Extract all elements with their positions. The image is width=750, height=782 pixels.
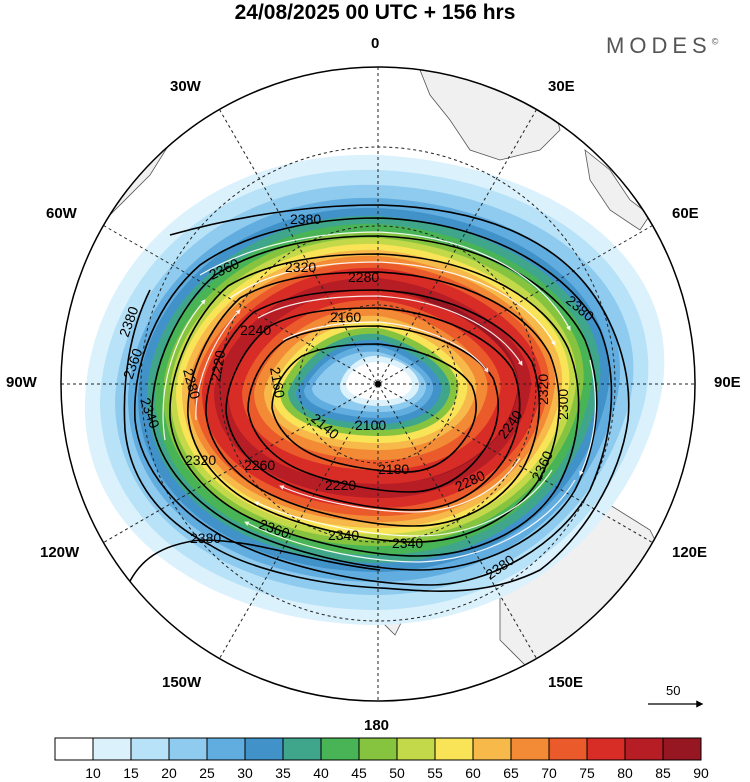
contour-label: 2160 [330, 309, 361, 325]
colorbar-label: 65 [503, 765, 519, 781]
lon-label-120e: 120E [672, 544, 708, 561]
reference-vector-label: 50 [666, 683, 680, 698]
contour-label: 2280 [348, 269, 379, 285]
colorbar-swatch [548, 737, 588, 761]
contour-label: 2300 [555, 389, 571, 420]
colorbar-swatch [396, 737, 436, 761]
lon-label-150w: 150W [162, 674, 202, 691]
contour-label: 2380 [190, 530, 221, 546]
colorbar-swatch [244, 737, 284, 761]
lon-label-30e: 30E [548, 78, 575, 95]
contour-label: 2260 [244, 457, 275, 473]
colorbar-swatch [358, 737, 398, 761]
contour-labels: 2380 2380 2360 2320 2280 2240 2160 2380 … [116, 211, 598, 582]
colorbar-swatch [54, 737, 94, 761]
modes-logo: MODES© [606, 33, 719, 58]
contour-label: 2340 [392, 535, 423, 551]
map-frame [60, 66, 696, 702]
colorbar-swatch [510, 737, 550, 761]
lon-label-90w: 90W [6, 374, 37, 391]
lon-label-30w: 30W [170, 78, 201, 95]
colorbar-label: 60 [465, 765, 481, 781]
lon-label-60e: 60E [672, 205, 699, 222]
graticule [61, 67, 695, 701]
map-title: 24/08/2025 00 UTC + 156 hrs [234, 1, 516, 24]
colorbar-swatch [434, 737, 474, 761]
colorbar-label: 85 [655, 765, 671, 781]
colorbar-swatch [320, 737, 360, 761]
colorbar [54, 737, 702, 761]
colorbar-label: 50 [389, 765, 405, 781]
africa-east [584, 149, 651, 231]
contour-label: 2320 [285, 259, 316, 275]
contour-label: 2240 [240, 322, 271, 338]
colorbar-label: 70 [541, 765, 557, 781]
colorbar-swatch [168, 737, 208, 761]
colorbar-label: 40 [313, 765, 329, 781]
colorbar-label: 45 [351, 765, 367, 781]
height-contours [123, 204, 630, 592]
colorbar-label: 35 [275, 765, 291, 781]
lon-label-90e: 90E [714, 374, 741, 391]
contour-label: 2280 [180, 367, 204, 401]
contour-label: 2220 [325, 477, 356, 493]
colorbar-label: 90 [693, 765, 709, 781]
colorbar-swatch [92, 737, 132, 761]
lon-label-180: 180 [364, 717, 390, 734]
colorbar-swatch [662, 737, 702, 761]
colorbar-label: 55 [427, 765, 443, 781]
contour-label: 2180 [378, 461, 409, 477]
contour-label: 2380 [290, 211, 321, 227]
colorbar-swatch [130, 737, 170, 761]
contour-label: 2220 [207, 349, 228, 383]
contour-label: 2100 [355, 417, 386, 433]
contour-label: 2160 [267, 366, 288, 400]
colorbar-swatch [206, 737, 246, 761]
colorbar-label: 10 [85, 765, 101, 781]
colorbar-label: 25 [199, 765, 215, 781]
lon-label-60w: 60W [46, 205, 77, 222]
lon-label-120w: 120W [40, 544, 80, 561]
colorbar-label: 20 [161, 765, 177, 781]
colorbar-swatch [624, 737, 664, 761]
lon-label-0: 0 [371, 35, 380, 52]
streamlines [162, 231, 597, 563]
colorbar-label: 80 [617, 765, 633, 781]
colorbar-swatch [472, 737, 512, 761]
colorbar-label: 15 [123, 765, 139, 781]
colorbar-label: 75 [579, 765, 595, 781]
contour-label: 2340 [328, 527, 359, 543]
colorbar-swatch [586, 737, 626, 761]
pole-marker [375, 381, 381, 387]
contour-label: 2320 [535, 374, 551, 405]
contour-label: 2320 [185, 452, 216, 468]
colorbar-label: 30 [237, 765, 253, 781]
colorbar-swatch [282, 737, 322, 761]
lon-label-150e: 150E [548, 674, 584, 691]
